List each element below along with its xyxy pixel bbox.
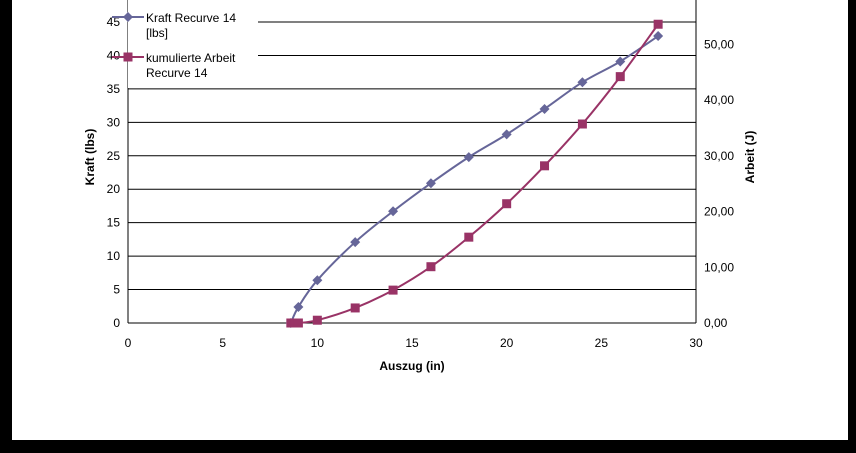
x-tick-label: 25 — [595, 336, 609, 350]
legend-label-1: Kraft Recurve 14 — [146, 11, 236, 25]
legend: Kraft Recurve 14[lbs] kumulierte ArbeitRe… — [112, 0, 258, 88]
data-point-square — [464, 232, 474, 242]
x-axis-label: Auszug (in) — [379, 359, 444, 373]
x-tick-label: 0 — [125, 336, 132, 350]
y-left-tick-label: 20 — [107, 182, 121, 196]
y-right-tick-label: 30,00 — [704, 149, 734, 163]
y-right-tick-label: 40,00 — [704, 93, 734, 107]
data-point-diamond — [539, 103, 550, 114]
data-point-square — [615, 72, 625, 82]
data-point-diamond — [293, 301, 304, 312]
x-tick-label: 20 — [500, 336, 514, 350]
y-left-tick-label: 40 — [107, 48, 121, 62]
data-point-square — [388, 285, 398, 295]
series-2 — [286, 19, 663, 328]
y-right-tick-label: 0,00 — [704, 316, 728, 330]
x-tick-label: 30 — [689, 336, 703, 350]
x-tick-label: 10 — [311, 336, 325, 350]
data-point-square — [293, 318, 303, 328]
data-point-square — [502, 199, 512, 209]
y-left-tick-label: 30 — [107, 115, 121, 129]
x-tick-label: 5 — [219, 336, 226, 350]
data-point-square — [577, 119, 587, 129]
series-layer — [285, 19, 664, 328]
data-point-diamond — [350, 237, 361, 248]
x-tick-label: 15 — [405, 336, 419, 350]
y-right-tick-label: 10,00 — [704, 260, 734, 274]
legend-label-2: kumulierte Arbeit — [146, 51, 236, 65]
legend-marker-diamond — [123, 12, 133, 22]
legend-label-2: Recurve 14 — [146, 66, 208, 80]
data-point-square — [653, 19, 663, 29]
data-point-diamond — [388, 206, 399, 217]
legend-box — [128, 0, 258, 88]
data-point-square — [312, 315, 322, 325]
data-point-square — [350, 303, 360, 313]
y-left-tick-label: 45 — [107, 15, 121, 29]
y-left-tick-label: 15 — [107, 216, 121, 230]
data-point-diamond — [653, 31, 664, 42]
y-left-tick-label: 25 — [107, 149, 121, 163]
data-point-diamond — [425, 178, 436, 189]
data-point-diamond — [501, 129, 512, 140]
y-axis-right-label: Arbeit (J) — [743, 131, 757, 184]
legend-marker-square — [123, 52, 133, 62]
series-1 — [285, 31, 664, 328]
y-axis-left-label: Kraft (lbs) — [83, 129, 97, 186]
data-point-diamond — [577, 77, 588, 88]
data-point-square — [426, 262, 436, 272]
legend-label-1: [lbs] — [146, 26, 168, 40]
tick-labels: 0 5 10 15 20 25 30 35 40 45 0,00 10,00 20,00 30,00 40,… — [107, 15, 735, 350]
y-right-tick-label: 50,00 — [704, 37, 734, 51]
y-left-tick-label: 10 — [107, 249, 121, 263]
y-left-tick-label: 0 — [113, 316, 120, 330]
y-left-tick-label: 35 — [107, 82, 121, 96]
data-point-diamond — [463, 152, 474, 163]
y-left-tick-label: 5 — [113, 283, 120, 297]
data-point-diamond — [312, 275, 323, 286]
y-right-tick-label: 20,00 — [704, 205, 734, 219]
data-point-square — [540, 161, 550, 171]
data-point-diamond — [615, 56, 626, 67]
